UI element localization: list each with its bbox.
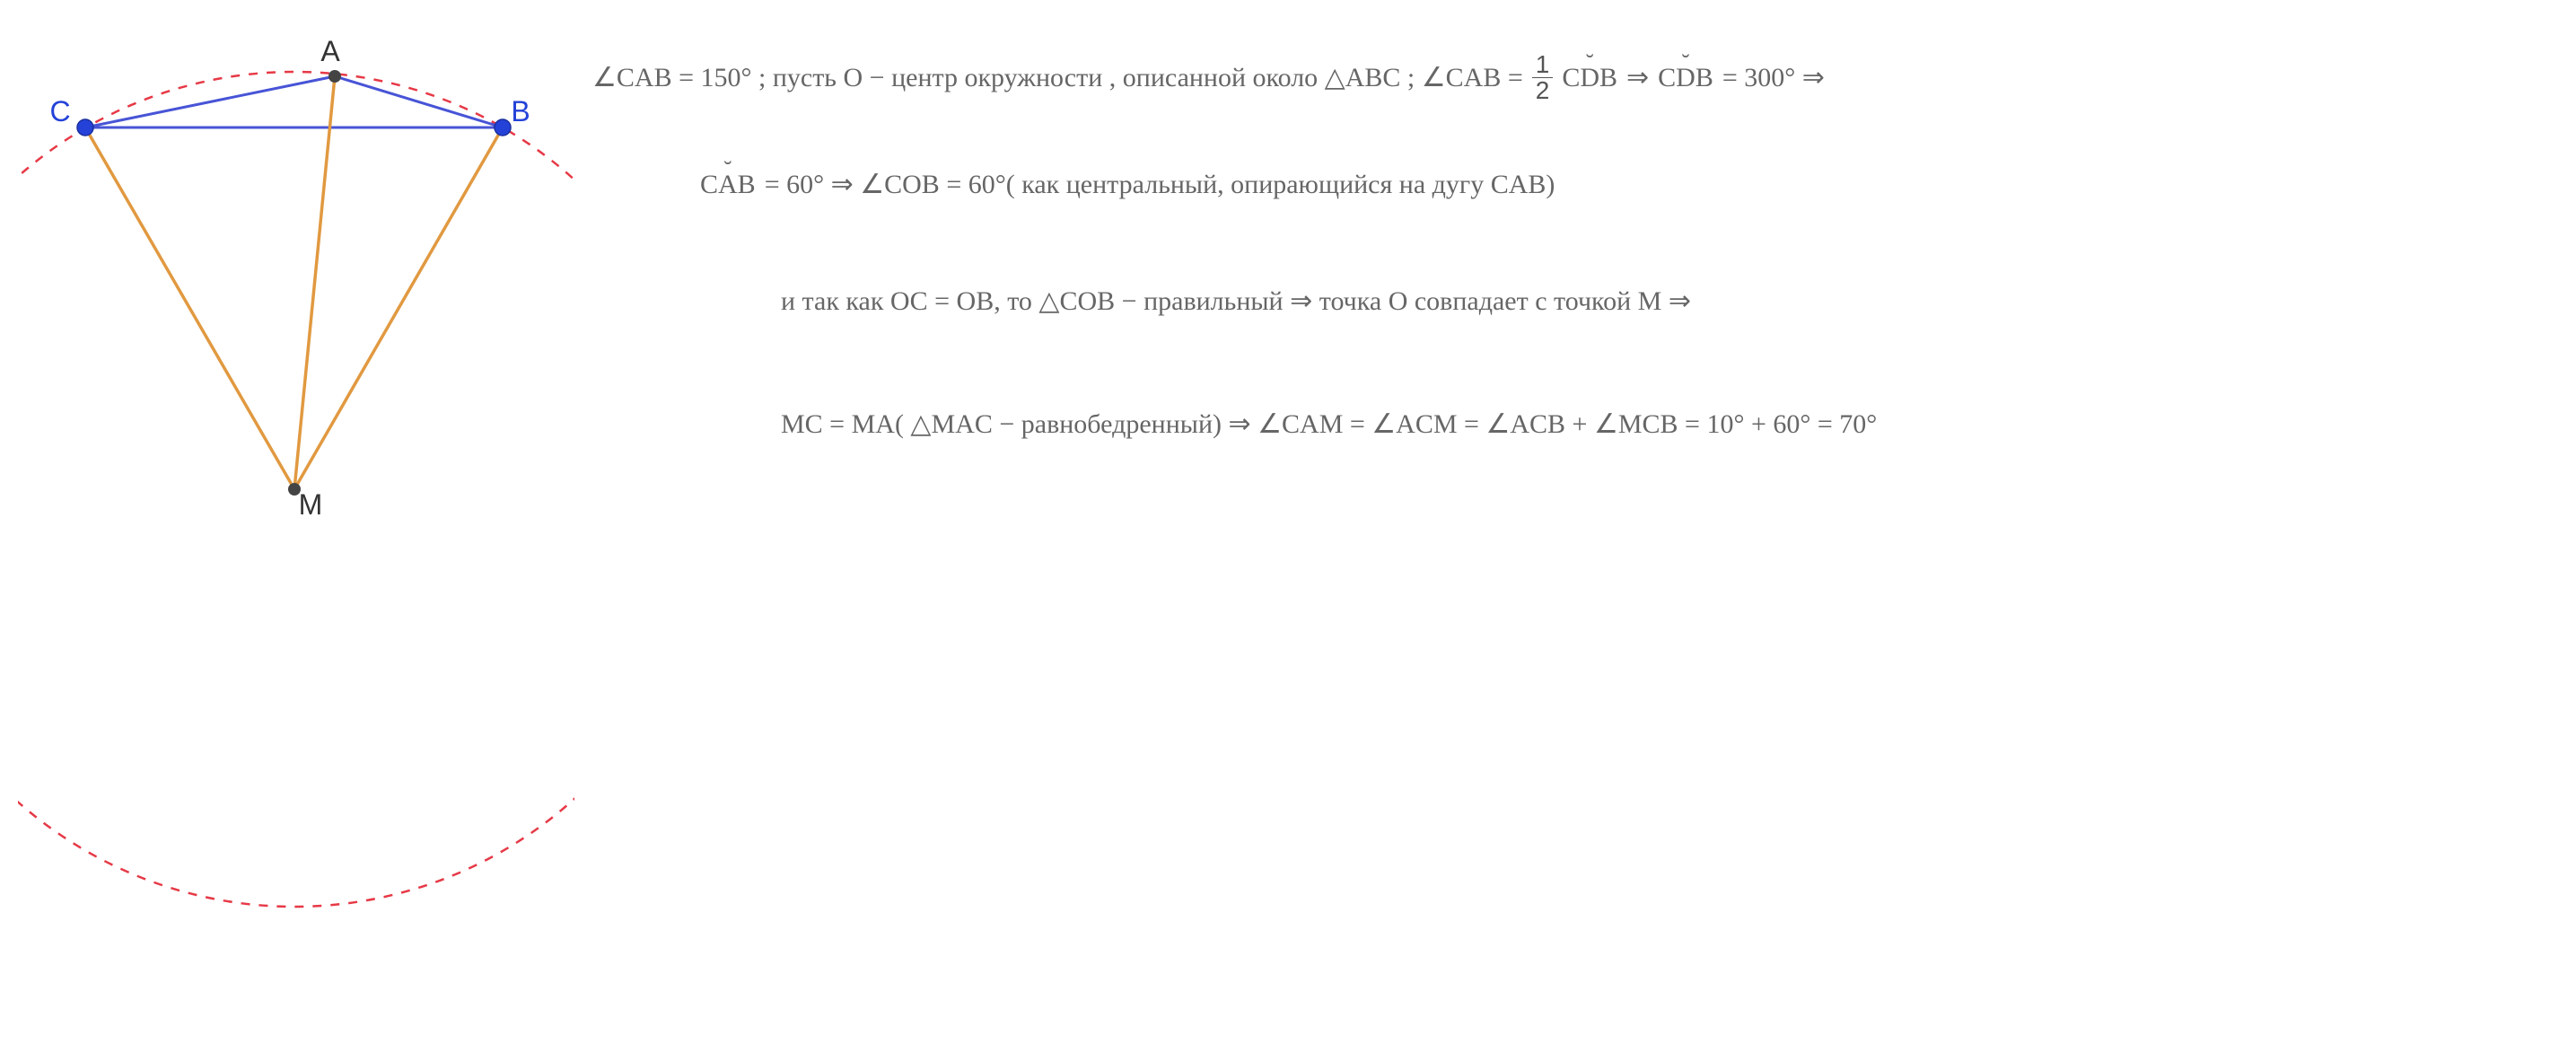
svg-text:B: B [511, 95, 530, 127]
svg-text:A: A [320, 35, 340, 67]
math-line-2: CAB= 60° ⇒ ∠COB = 60°( как центральный, … [700, 169, 1555, 200]
svg-text:C: C [49, 95, 70, 127]
math-line-4: MC = MA( △MAC − равнобедренный) ⇒ ∠CAM =… [781, 408, 1877, 440]
geometry-diagram: ABCMD [18, 18, 574, 1041]
math-line-1: ∠CAB = 150° ; пусть O − центр окружности… [592, 52, 1825, 103]
svg-text:M: M [299, 488, 323, 521]
math-line-3: и так как OC = OB, то △COB − правильный … [781, 285, 1691, 317]
